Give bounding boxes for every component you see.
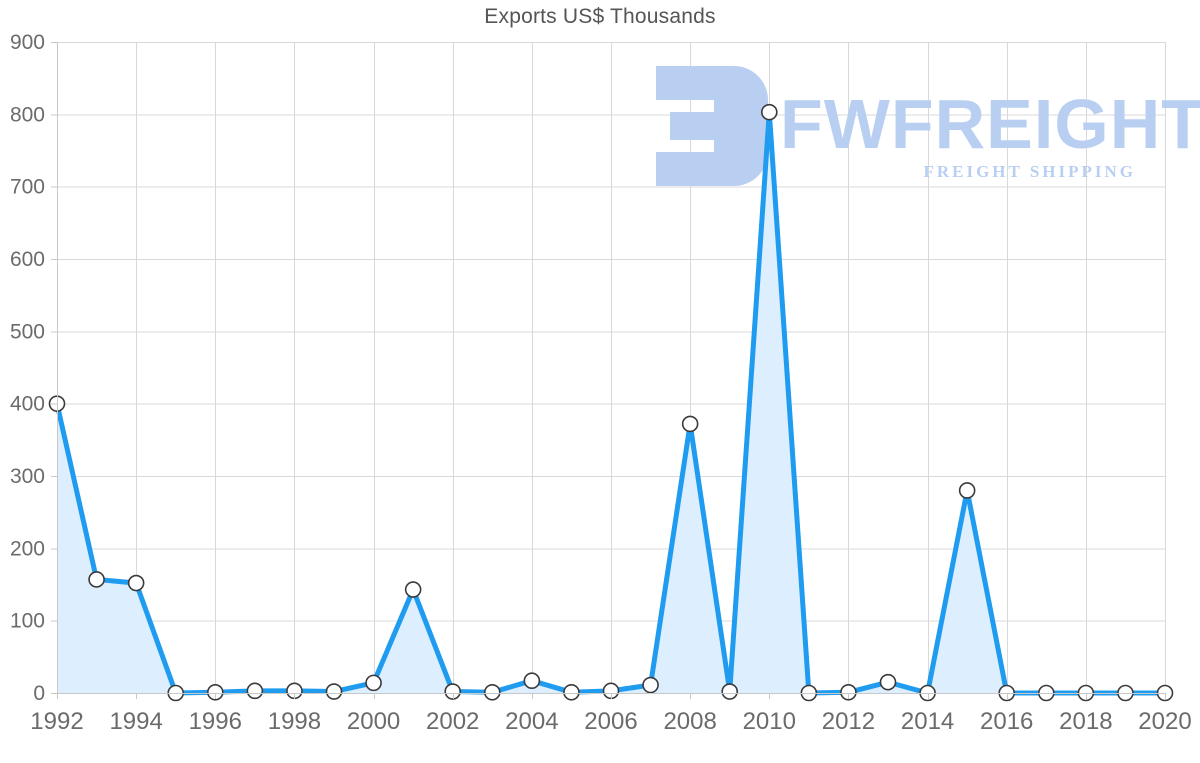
chart-title: Exports US$ Thousands [484,5,716,28]
data-point-marker[interactable] [523,672,541,690]
y-axis-tick-labels: 0 100 200 300 400 500 600 700 800 900 [10,31,45,705]
x-axis-tick-label: 2008 [663,708,716,735]
y-axis-tick-label: 400 [10,393,45,416]
data-point-marker[interactable] [958,482,976,499]
data-point-marker[interactable] [246,682,264,700]
data-point-marker[interactable] [444,683,462,700]
data-point-marker[interactable] [760,103,778,121]
x-axis-tick-label: 2016 [980,708,1033,735]
data-point-marker[interactable] [840,683,857,701]
watermark-tagline: FREIGHT SHIPPING [923,162,1136,181]
x-axis-tick-label: 2012 [822,708,875,735]
x-axis-tick-label: 1996 [189,708,242,735]
data-point-marker[interactable] [206,683,224,701]
y-axis-tick-label: 500 [10,320,45,343]
watermark-brand: FWFREIGHT [780,85,1200,163]
data-point-marker[interactable] [483,683,501,701]
y-axis-tick-label: 900 [10,31,45,54]
y-axis-tick-label: 300 [10,465,45,488]
y-axis-tick-label: 800 [10,103,45,126]
x-axis-tick-label: 2000 [347,708,400,735]
data-point-marker[interactable] [721,683,739,700]
x-axis-tick-label: 2010 [743,708,796,735]
y-axis-tick-label: 200 [10,537,45,560]
data-point-marker[interactable] [325,683,343,700]
y-axis-tick-label: 0 [33,682,45,705]
data-point-marker[interactable] [642,676,659,694]
x-axis-tick-label: 1998 [268,708,321,735]
x-axis-tick-label: 1994 [109,708,162,735]
x-axis-tick-labels: 1992 1994 1996 1998 2000 2002 2004 2006 2008 2010… [30,708,1191,735]
x-axis-tick-label: 2004 [505,708,558,735]
x-axis-tick-label: 2018 [1059,708,1112,735]
data-point-marker[interactable] [404,581,422,598]
watermark-logo-icon [656,66,768,186]
y-axis-tick-label: 700 [10,176,45,199]
data-point-marker[interactable] [879,673,897,691]
x-axis-tick-label: 2020 [1138,708,1191,735]
data-point-marker[interactable] [365,674,382,692]
y-axis-tick-label: 600 [10,248,45,271]
x-axis-tick-label: 2002 [426,708,479,735]
axes-group [51,42,1166,699]
x-axis-tick-label: 2014 [901,708,954,735]
x-axis-tick-label: 1992 [30,708,83,735]
data-point-marker[interactable] [563,683,580,701]
y-axis-tick-label: 100 [10,610,45,633]
data-point-marker[interactable] [88,571,105,588]
x-axis-tick-label: 2006 [584,708,637,735]
series-group [48,103,1174,702]
data-point-marker[interactable] [681,415,699,433]
data-point-marker[interactable] [127,574,145,592]
